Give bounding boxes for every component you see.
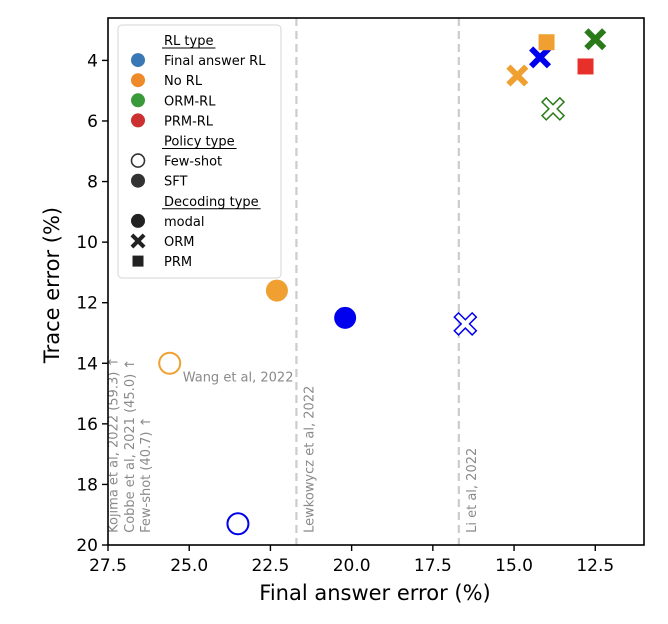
y-tick-label: 16: [76, 415, 98, 435]
legend-item-label: PRM: [164, 255, 192, 270]
legend-section-title: Policy type: [164, 135, 235, 150]
data-point-circle: [265, 279, 288, 302]
legend-marker-circle: [131, 113, 145, 128]
data-point-x: [529, 46, 552, 69]
y-axis-ticks: 4 6 8 10 12 14 16 18 20: [76, 51, 108, 556]
y-tick-label: 14: [76, 354, 98, 374]
y-axis-title: Trace error (%): [40, 207, 64, 364]
data-point-square: [577, 58, 594, 75]
legend-item-label: ORM-RL: [164, 94, 216, 109]
data-point-circle: [158, 351, 182, 375]
x-tick-label: 22.5: [251, 556, 289, 576]
data-points: [158, 28, 607, 536]
annotation-label: Wang et al, 2022: [183, 370, 294, 385]
x-tick-label: 20.0: [333, 556, 371, 576]
x-axis-title: Final answer error (%): [259, 581, 490, 605]
y-tick-label: 6: [87, 112, 98, 132]
legend-marker-circle: [131, 93, 145, 108]
y-tick-label: 20: [76, 536, 98, 556]
x-tick-label: 12.5: [576, 556, 614, 576]
reference-line-label: Li et al, 2022: [465, 448, 480, 533]
legend-marker-circle: [131, 53, 145, 68]
x-tick-label: 15.0: [495, 556, 533, 576]
y-tick-label: 12: [76, 294, 98, 314]
legend-item-label: SFT: [164, 175, 188, 190]
plot-frame: [107, 17, 645, 546]
y-tick-label: 4: [87, 51, 98, 71]
legend-item-label: PRM-RL: [164, 114, 214, 129]
legend: RL type Final answer RL No RL ORM-RL PRM-RL P…: [117, 24, 282, 279]
annotation-label: Cobbe et al, 2021 (45.0) ↑: [123, 359, 138, 533]
x-tick-label: 17.5: [414, 556, 452, 576]
reference-line-label: Lewkowycz et al, 2022: [302, 386, 317, 533]
legend-marker-circle: [131, 173, 145, 188]
y-tick-label: 10: [76, 233, 98, 253]
legend-item-label: Final answer RL: [164, 54, 266, 69]
legend-item-label: modal: [164, 215, 204, 230]
reference-lines: Lewkowycz et al, 2022 Li et al, 2022: [295, 18, 480, 545]
data-point-circle: [334, 306, 357, 329]
annotation-label: Few-shot (40.7) ↑: [139, 416, 154, 532]
legend-marker-circle: [131, 213, 145, 228]
data-point-x: [584, 28, 607, 51]
y-tick-label: 18: [76, 475, 98, 495]
legend-marker-x: [130, 233, 146, 249]
annotations: Wang et al, 2022 Kojima et al, 2022 (59.3…: [107, 357, 294, 533]
legend-marker-square: [132, 255, 144, 267]
data-point-circle: [226, 512, 250, 536]
x-tick-label: 25.0: [170, 556, 208, 576]
data-point-x: [506, 64, 529, 87]
y-tick-label: 8: [87, 173, 98, 193]
legend-section-title: RL type: [164, 34, 213, 49]
data-point-x: [453, 311, 478, 336]
legend-marker-circle: [131, 73, 145, 88]
x-axis-ticks: 27.5 25.0 22.5 20.0 17.5 15.0 12.5: [89, 545, 614, 576]
legend-item-label: ORM: [164, 235, 194, 250]
data-point-x: [540, 96, 566, 121]
x-tick-label: 27.5: [89, 556, 127, 576]
data-point-square: [538, 34, 555, 51]
legend-item-label: No RL: [164, 74, 203, 89]
legend-item-label: Few-shot: [164, 155, 222, 170]
legend-marker-circle: [130, 153, 146, 168]
legend-box: [117, 24, 282, 279]
annotation-label: Kojima et al, 2022 (59.3) ↑: [107, 357, 122, 533]
legend-section-title: Decoding type: [164, 195, 259, 210]
